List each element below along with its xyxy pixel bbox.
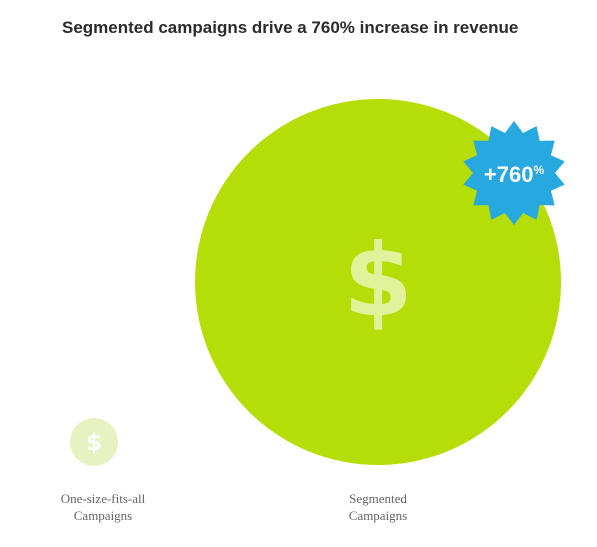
category-label-line: Segmented — [349, 491, 407, 506]
badge-value: +760 — [484, 162, 534, 187]
badge-unit: % — [533, 163, 544, 177]
starburst-badge — [463, 121, 565, 225]
increase-badge: +760% — [463, 121, 565, 225]
badge-label: +760% — [484, 162, 545, 187]
bubble-one-size-fits-all: $ — [70, 418, 118, 466]
category-label-line: Campaigns — [74, 508, 133, 523]
dollar-icon: $ — [343, 222, 413, 339]
chart-title: Segmented campaigns drive a 760% increas… — [62, 18, 518, 37]
category-label-line: One-size-fits-all — [61, 491, 146, 506]
dollar-icon: $ — [86, 430, 102, 456]
bubble-one-size-fits-all-circle — [70, 418, 118, 466]
category-label-one-size-fits-all: One-size-fits-all Campaigns — [61, 491, 146, 523]
category-label-line: Campaigns — [349, 508, 408, 523]
bubble-segmented-circle — [195, 99, 561, 465]
bubble-segmented: $ — [195, 99, 561, 465]
category-label-segmented: Segmented Campaigns — [349, 491, 408, 523]
